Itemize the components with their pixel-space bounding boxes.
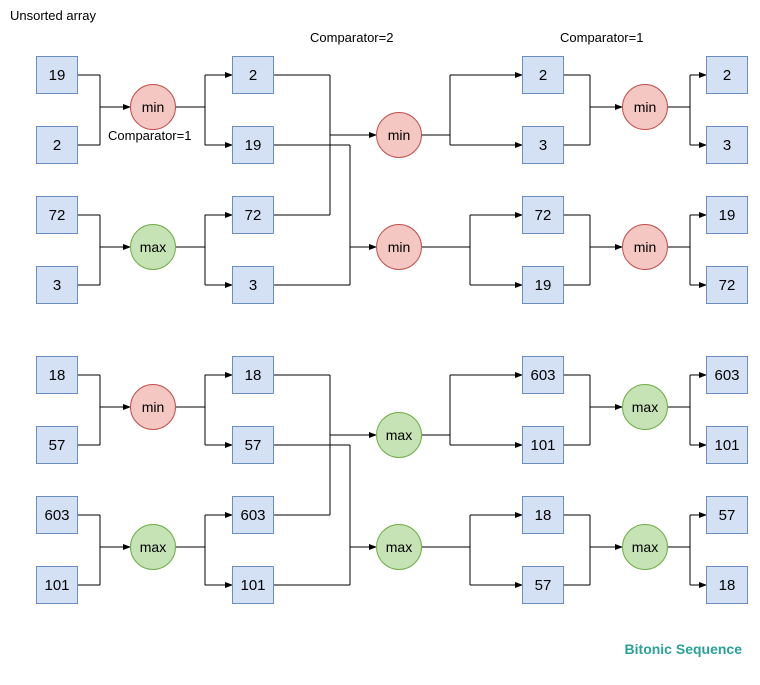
value-box-1-1: 19 [232,126,274,164]
value-box-0-3: 3 [36,266,78,304]
value-box-2-0: 2 [522,56,564,94]
value-box-0-6: 603 [36,496,78,534]
comparator-label-2: Comparator=2 [310,30,393,45]
comparator-max-2-3: max [622,524,668,570]
comparator-max-0-1: max [130,224,176,270]
comparator-label-1: Comparator=1 [108,128,191,143]
value-box-2-3: 19 [522,266,564,304]
comparator-min-2-1: min [622,224,668,270]
value-box-1-2: 72 [232,196,274,234]
value-box-0-5: 57 [36,426,78,464]
value-box-3-1: 3 [706,126,748,164]
value-box-1-7: 101 [232,566,274,604]
value-box-1-4: 18 [232,356,274,394]
value-box-3-4: 603 [706,356,748,394]
comparator-label-3: Comparator=1 [560,30,643,45]
value-box-3-7: 18 [706,566,748,604]
value-box-1-0: 2 [232,56,274,94]
value-box-3-0: 2 [706,56,748,94]
value-box-2-2: 72 [522,196,564,234]
value-box-1-5: 57 [232,426,274,464]
value-box-3-5: 101 [706,426,748,464]
value-box-3-6: 57 [706,496,748,534]
value-box-2-5: 101 [522,426,564,464]
comparator-max-2-2: max [622,384,668,430]
value-box-2-7: 57 [522,566,564,604]
value-box-2-4: 603 [522,356,564,394]
value-box-0-2: 72 [36,196,78,234]
value-box-2-6: 18 [522,496,564,534]
value-box-1-3: 3 [232,266,274,304]
value-box-1-6: 603 [232,496,274,534]
value-box-0-4: 18 [36,356,78,394]
comparator-min-2-0: min [622,84,668,130]
comparator-min-1-0: min [376,112,422,158]
comparator-min-1-1: min [376,224,422,270]
comparator-max-0-3: max [130,524,176,570]
value-box-3-3: 72 [706,266,748,304]
comparator-min-0-2: min [130,384,176,430]
value-box-0-7: 101 [36,566,78,604]
footer-label: Bitonic Sequence [625,641,742,657]
title-label: Unsorted array [10,8,96,23]
value-box-0-1: 2 [36,126,78,164]
comparator-max-1-2: max [376,412,422,458]
comparator-max-1-3: max [376,524,422,570]
comparator-min-0-0: min [130,84,176,130]
value-box-0-0: 19 [36,56,78,94]
value-box-2-1: 3 [522,126,564,164]
value-box-3-2: 19 [706,196,748,234]
